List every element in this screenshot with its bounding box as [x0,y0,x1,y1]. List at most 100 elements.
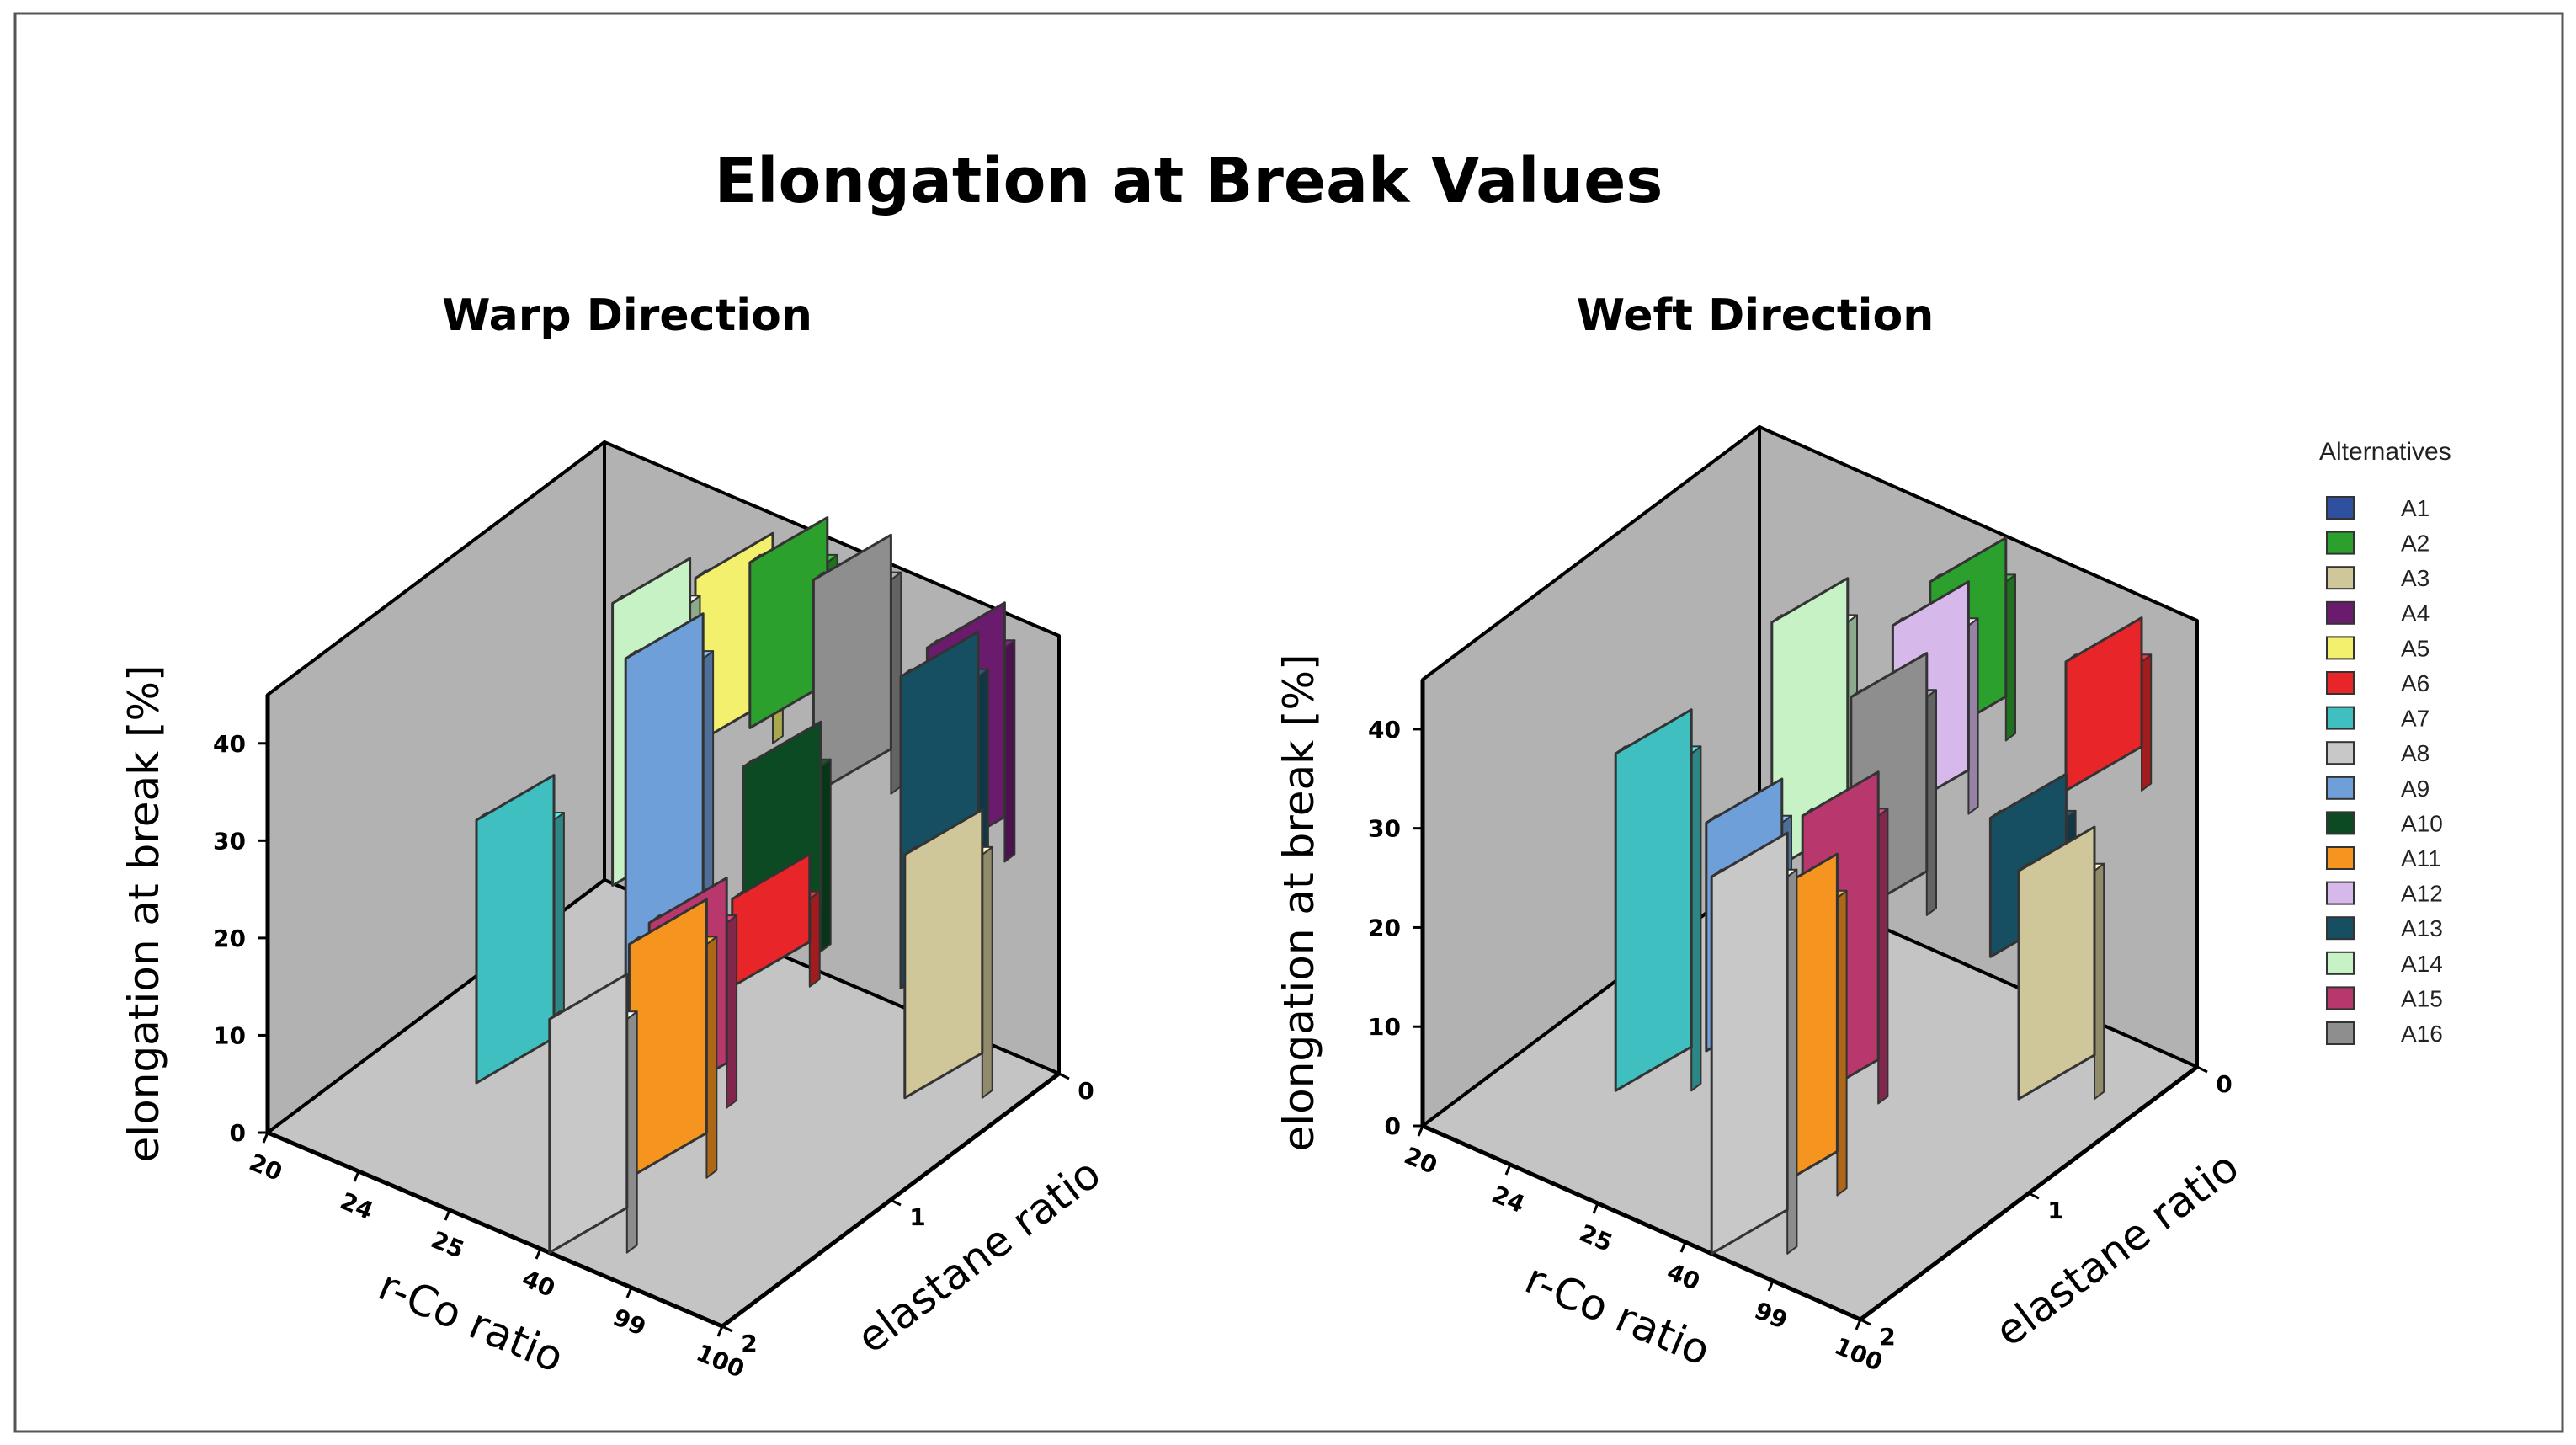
warp-z-tick-label: 2 [741,1330,757,1357]
bar-a15-side [726,914,738,1109]
weft-y-tick-label: 20 [1368,914,1401,941]
bar-a16-front [812,533,892,796]
bar-a8-side [625,1010,638,1254]
weft-y-tick-label: 10 [1368,1013,1401,1041]
warp-z-tickmark [890,1198,902,1207]
legend-label-a5: A5 [2401,635,2430,661]
warp-y-tick-label: 10 [213,1021,246,1049]
legend-swatch-a1 [2326,496,2355,520]
legend-label-a10: A10 [2401,810,2443,836]
weft-y-tick-label: 40 [1368,716,1401,744]
warp-x-tick-label: 99 [609,1303,650,1341]
weft-z-tickmark [2028,1192,2040,1200]
legend-label-a6: A6 [2401,670,2430,696]
weft-x-tickmark [1855,1319,1862,1330]
bar-a8 [1710,831,1798,1256]
bar-a3-side [2094,862,2105,1101]
warp-x-tickmark [535,1248,542,1260]
bar-a3 [903,808,993,1100]
bar-a6-front [2064,616,2143,792]
legend-swatch-a13 [2326,916,2355,941]
legend-label-a12: A12 [2401,881,2443,907]
legend-label-a1: A1 [2401,495,2430,521]
bar-a8-front [548,973,629,1255]
bar-a7 [1614,708,1702,1092]
warp-z-tick-label: 0 [1078,1077,1094,1105]
warp-x-tick-label: 24 [336,1186,377,1225]
bar-a8-side [1786,868,1798,1255]
legend-swatch-a3 [2326,566,2355,590]
bar-a8 [548,973,638,1255]
bar-a4-side [1003,639,1016,863]
legend-swatch-a2 [2326,531,2355,555]
bar-a9 [624,612,715,991]
bar-a12-side [1967,617,1979,815]
legend-label-a7: A7 [2401,706,2430,732]
warp-bars [475,516,1016,1255]
bar-a15-side [1877,808,1889,1105]
weft-direction-panel: Weft Direction 0 10 20 30 40 20 24 25 40 99 100 0 1 2… [1275,291,2248,1377]
legend-swatch-a12 [2326,881,2355,905]
legend: Alternatives A1 A2 A3 A4 A5 A6 A7 A8 A9 A10 A11 A12… [2319,438,2451,1047]
warp-z-tick-label: 1 [909,1203,925,1231]
warp-y-tick-label: 40 [213,730,246,758]
weft-x-tickmark [1767,1280,1775,1292]
legend-swatch-a14 [2326,951,2355,975]
legend-label-a4: A4 [2401,600,2430,627]
warp-z-tickmark [1058,1072,1070,1080]
weft-x-tickmark [1679,1241,1687,1253]
warp-x-tick-label: 20 [245,1148,286,1186]
warp-z-tickmark [721,1325,733,1333]
weft-x-tick-label: 24 [1488,1180,1529,1218]
legend-swatch-a15 [2326,986,2355,1010]
weft-z-tick-label: 2 [1879,1323,1895,1351]
legend-swatch-a11 [2326,846,2355,870]
bar-a11-side [705,936,718,1179]
legend-swatch-a16 [2326,1021,2355,1045]
weft-x-tick-label: 100 [1830,1332,1887,1377]
weft-y-tick-label: 30 [1368,815,1401,843]
legend-label-a14: A14 [2401,951,2443,977]
warp-x-tickmark [262,1132,269,1144]
legend-label-a16: A16 [2401,1021,2443,1047]
warp-x-tick-label: 40 [518,1264,559,1303]
legend-swatch-a8 [2326,741,2355,765]
legend-label-a8: A8 [2401,740,2430,766]
weft-panel-title: Weft Direction [1577,291,1935,341]
bar-a7-front [1614,708,1693,1092]
legend-swatch-a9 [2326,776,2355,800]
bar-a2-front [748,516,829,729]
bar-a16 [812,533,902,796]
warp-y-tick-label: 0 [230,1119,246,1147]
bar-a2-side [2004,573,2016,742]
weft-bars [1614,536,2153,1256]
warp-y-tick-label: 30 [213,827,246,855]
bar-a6-side [808,890,821,988]
legend-swatch-a6 [2326,671,2355,695]
weft-z-tick-label: 1 [2047,1197,2063,1224]
legend-label-a9: A9 [2401,776,2430,802]
legend-label-a13: A13 [2401,915,2443,941]
bar-a6 [2064,616,2153,792]
warp-x-tickmark [625,1287,633,1298]
warp-panel-title: Warp Direction [442,291,812,341]
warp-x-tickmark [716,1325,724,1337]
weft-z-tick-label: 0 [2216,1070,2232,1098]
weft-z-tickmark [2196,1065,2208,1074]
weft-y-tick-label: 0 [1385,1112,1401,1140]
legend-swatch-a7 [2326,706,2355,730]
bar-a6-side [2141,653,2153,792]
legend-label-a15: A15 [2401,985,2443,1011]
legend-swatch-a5 [2326,636,2355,660]
legend-title: Alternatives [2319,438,2451,466]
bar-a11-front [627,898,708,1180]
weft-x-tick-label: 20 [1400,1141,1441,1180]
legend-label-a2: A2 [2401,531,2430,557]
warp-x-tickmark [353,1170,360,1182]
warp-x-tick-label: 25 [427,1225,468,1264]
bar-a3-side [981,845,993,1099]
weft-x-tick-label: 25 [1575,1218,1616,1257]
bar-a11 [627,898,718,1180]
weft-x-tickmark [1592,1202,1599,1214]
warp-y-tick-label: 20 [213,925,246,952]
